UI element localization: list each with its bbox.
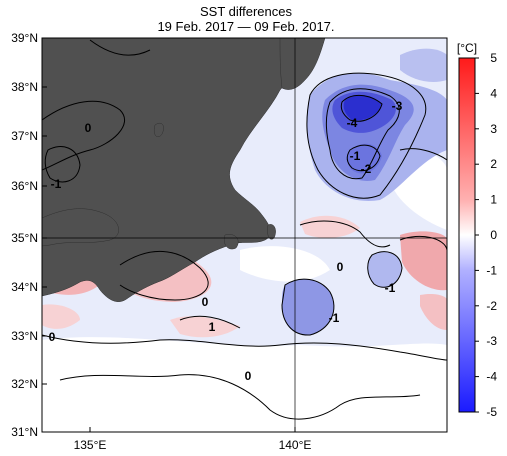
lat-label: 34°N — [11, 280, 38, 294]
contour-label: -3 — [392, 99, 403, 113]
contour-label: 0 — [85, 121, 92, 135]
colorbar-scale — [458, 57, 476, 413]
colorbar-tick-label: -4 — [486, 370, 497, 384]
contour-label: 1 — [209, 320, 216, 334]
longitude-labels: 135°E 140°E — [74, 438, 312, 452]
lat-label: 39°N — [11, 31, 38, 45]
lon-label: 135°E — [74, 438, 107, 452]
colorbar-tick-label: -3 — [486, 334, 497, 348]
colorbar-tick-label: -1 — [486, 263, 497, 277]
colorbar-tick-label: 5 — [490, 51, 497, 65]
lat-label: 38°N — [11, 80, 38, 94]
colorbar-tick-label: 0 — [490, 228, 497, 242]
lat-label: 37°N — [11, 129, 38, 143]
colorbar-tick-label: 1 — [490, 193, 497, 207]
contour-lines — [42, 39, 447, 420]
map-frame — [41, 37, 448, 433]
contour-label: 0 — [202, 295, 209, 309]
contour-label: 0 — [49, 330, 56, 344]
contour-label: -1 — [350, 149, 361, 163]
colorbar-tick-label: -2 — [486, 299, 497, 313]
graticule — [42, 38, 447, 432]
colorbar-ticks: 5 4 3 2 1 0 -1 -2 -3 -4 -5 — [475, 51, 497, 419]
contour-label: -2 — [361, 162, 372, 176]
lat-label: 36°N — [11, 179, 38, 193]
lat-label: 35°N — [11, 231, 38, 245]
lat-label: 32°N — [11, 377, 38, 391]
contour-label: -1 — [385, 281, 396, 295]
contour-label: -1 — [329, 311, 340, 325]
colorbar-tick-label: -5 — [486, 405, 497, 419]
colorbar-tick-label: 4 — [490, 86, 497, 100]
lat-label: 33°N — [11, 329, 38, 343]
contour-label: -1 — [51, 177, 62, 191]
land-japan — [42, 38, 326, 302]
latitude-labels: 39°N 38°N 37°N 36°N 35°N 34°N 33°N 32°N … — [11, 31, 38, 439]
lat-label: 31°N — [11, 425, 38, 439]
contour-label: 0 — [245, 369, 252, 383]
chart-title: SST differences — [200, 4, 293, 19]
axis-ticks — [42, 37, 296, 432]
colorbar-tick-label: 2 — [490, 157, 497, 171]
contour-value-labels: -3 -4 -1 -2 -1 0 0 -1 0 -1 1 0 0 — [49, 99, 403, 383]
contour-label: -4 — [347, 116, 358, 130]
date-range-subtitle: 19 Feb. 2017 — 09 Feb. 2017. — [157, 19, 334, 34]
contour-label: 0 — [337, 260, 344, 274]
colorbar-unit: [°C] — [457, 41, 477, 55]
lon-label: 140°E — [279, 438, 312, 452]
colorbar: [°C] 5 4 3 2 1 0 -1 -2 -3 -4 -5 — [457, 41, 497, 419]
map-area — [42, 38, 447, 432]
colorbar-tick-label: 3 — [490, 122, 497, 136]
